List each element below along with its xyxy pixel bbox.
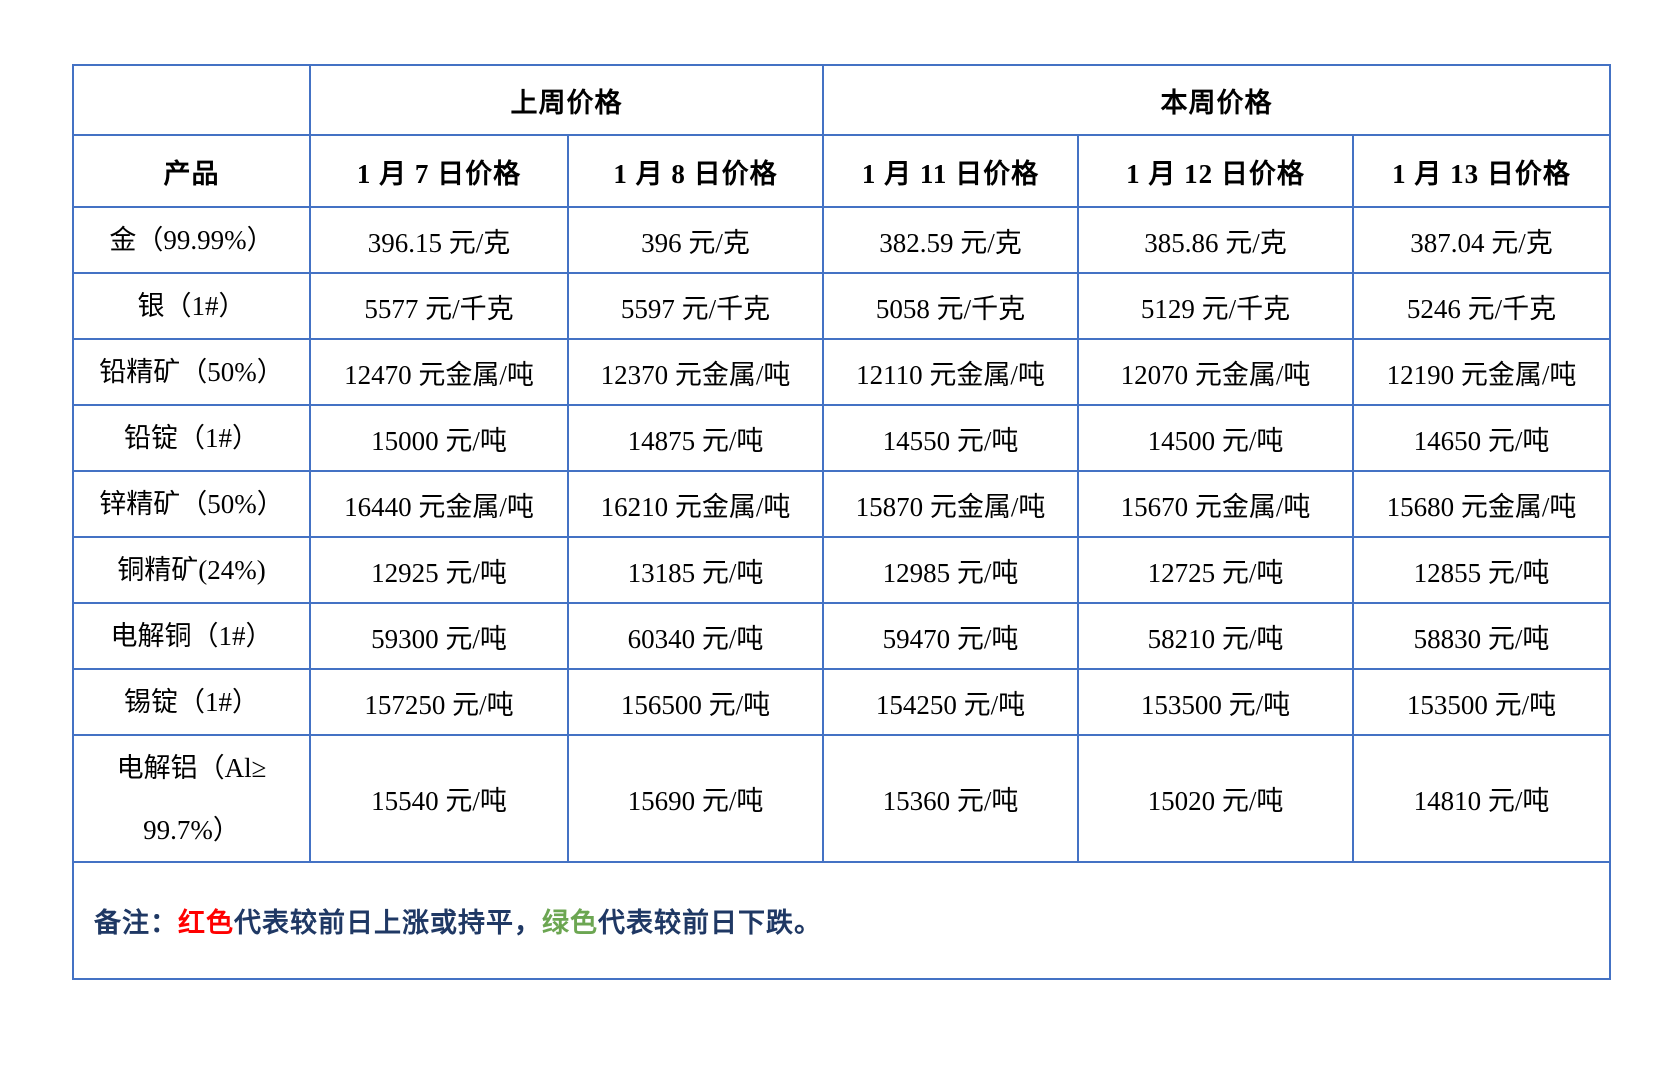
product-cell: 电解铝（Al≥ 99.7%） <box>72 734 311 863</box>
price-cell: 14650 元/吨 <box>1352 404 1611 472</box>
price-cell: 15540 元/吨 <box>309 734 569 863</box>
date-header-jan12: 1 月 12 日价格 <box>1077 134 1354 208</box>
price-cell: 5246 元/千克 <box>1352 272 1611 340</box>
price-cell: 157250 元/吨 <box>309 668 569 736</box>
price-cell: 14810 元/吨 <box>1352 734 1611 863</box>
price-cell: 153500 元/吨 <box>1077 668 1354 736</box>
price-cell: 15690 元/吨 <box>567 734 824 863</box>
corner-cell <box>72 64 311 136</box>
product-cell: 铜精矿(24%) <box>72 536 311 604</box>
product-cell: 金（99.99%） <box>72 206 311 274</box>
price-cell: 58830 元/吨 <box>1352 602 1611 670</box>
note-label: 备注： <box>94 908 178 938</box>
price-cell: 12855 元/吨 <box>1352 536 1611 604</box>
product-cell: 电解铜（1#） <box>72 602 311 670</box>
price-cell: 5577 元/千克 <box>309 272 569 340</box>
price-cell: 14875 元/吨 <box>567 404 824 472</box>
table-row-zinc-concentrate: 锌精矿（50%） 16440 元金属/吨 16210 元金属/吨 15870 元… <box>72 470 1611 538</box>
price-cell: 15020 元/吨 <box>1077 734 1354 863</box>
price-cell: 153500 元/吨 <box>1352 668 1611 736</box>
price-cell: 15000 元/吨 <box>309 404 569 472</box>
price-cell: 12470 元金属/吨 <box>309 338 569 406</box>
price-cell: 15870 元金属/吨 <box>822 470 1079 538</box>
price-cell: 16440 元金属/吨 <box>309 470 569 538</box>
note-row: 备注：红色代表较前日上涨或持平，绿色代表较前日下跌。 <box>72 861 1611 980</box>
date-header-jan8: 1 月 8 日价格 <box>567 134 824 208</box>
date-header-row: 产品 1 月 7 日价格 1 月 8 日价格 1 月 11 日价格 1 月 12… <box>72 134 1611 208</box>
week-header-row: 上周价格 本周价格 <box>72 64 1611 136</box>
price-cell: 13185 元/吨 <box>567 536 824 604</box>
price-cell: 60340 元/吨 <box>567 602 824 670</box>
price-cell: 58210 元/吨 <box>1077 602 1354 670</box>
table-row-gold: 金（99.99%） 396.15 元/克 396 元/克 382.59 元/克 … <box>72 206 1611 274</box>
product-cell: 锌精矿（50%） <box>72 470 311 538</box>
table-row-silver: 银（1#） 5577 元/千克 5597 元/千克 5058 元/千克 5129… <box>72 272 1611 340</box>
price-cell: 154250 元/吨 <box>822 668 1079 736</box>
price-cell: 16210 元金属/吨 <box>567 470 824 538</box>
product-cell: 铅锭（1#） <box>72 404 311 472</box>
table-row-copper-concentrate: 铜精矿(24%) 12925 元/吨 13185 元/吨 12985 元/吨 1… <box>72 536 1611 604</box>
last-week-header: 上周价格 <box>309 64 824 136</box>
price-cell: 5058 元/千克 <box>822 272 1079 340</box>
price-cell: 5129 元/千克 <box>1077 272 1354 340</box>
note-green-meaning: 代表较前日下跌。 <box>598 908 822 938</box>
price-report-sheet: 上周价格 本周价格 产品 1 月 7 日价格 1 月 8 日价格 1 月 11 … <box>72 64 1611 980</box>
price-table: 上周价格 本周价格 产品 1 月 7 日价格 1 月 8 日价格 1 月 11 … <box>72 64 1611 980</box>
price-cell: 156500 元/吨 <box>567 668 824 736</box>
product-header: 产品 <box>72 134 311 208</box>
price-cell: 12070 元金属/吨 <box>1077 338 1354 406</box>
price-cell: 12925 元/吨 <box>309 536 569 604</box>
table-row-tin-ingot: 锡锭（1#） 157250 元/吨 156500 元/吨 154250 元/吨 … <box>72 668 1611 736</box>
price-cell: 12985 元/吨 <box>822 536 1079 604</box>
date-header-jan7: 1 月 7 日价格 <box>309 134 569 208</box>
table-row-lead-concentrate: 铅精矿（50%） 12470 元金属/吨 12370 元金属/吨 12110 元… <box>72 338 1611 406</box>
price-cell: 15360 元/吨 <box>822 734 1079 863</box>
product-cell: 铅精矿（50%） <box>72 338 311 406</box>
price-cell: 15680 元金属/吨 <box>1352 470 1611 538</box>
table-row-lead-ingot: 铅锭（1#） 15000 元/吨 14875 元/吨 14550 元/吨 145… <box>72 404 1611 472</box>
table-row-electrolytic-copper: 电解铜（1#） 59300 元/吨 60340 元/吨 59470 元/吨 58… <box>72 602 1611 670</box>
date-header-jan11: 1 月 11 日价格 <box>822 134 1079 208</box>
price-cell: 15670 元金属/吨 <box>1077 470 1354 538</box>
price-cell: 12190 元金属/吨 <box>1352 338 1611 406</box>
price-cell: 12725 元/吨 <box>1077 536 1354 604</box>
price-cell: 5597 元/千克 <box>567 272 824 340</box>
price-cell: 59300 元/吨 <box>309 602 569 670</box>
price-cell: 12370 元金属/吨 <box>567 338 824 406</box>
note-green-term: 绿色 <box>542 908 598 938</box>
price-cell: 14550 元/吨 <box>822 404 1079 472</box>
price-cell: 387.04 元/克 <box>1352 206 1611 274</box>
product-cell: 银（1#） <box>72 272 311 340</box>
note-red-meaning: 代表较前日上涨或持平， <box>234 908 542 938</box>
this-week-header: 本周价格 <box>822 64 1611 136</box>
price-cell: 396.15 元/克 <box>309 206 569 274</box>
product-cell: 锡锭（1#） <box>72 668 311 736</box>
date-header-jan13: 1 月 13 日价格 <box>1352 134 1611 208</box>
price-cell: 59470 元/吨 <box>822 602 1079 670</box>
price-cell: 382.59 元/克 <box>822 206 1079 274</box>
price-cell: 12110 元金属/吨 <box>822 338 1079 406</box>
price-cell: 385.86 元/克 <box>1077 206 1354 274</box>
price-cell: 14500 元/吨 <box>1077 404 1354 472</box>
note-red-term: 红色 <box>178 908 234 938</box>
table-row-electrolytic-aluminum: 电解铝（Al≥ 99.7%） 15540 元/吨 15690 元/吨 15360… <box>72 734 1611 863</box>
price-cell: 396 元/克 <box>567 206 824 274</box>
note-cell: 备注：红色代表较前日上涨或持平，绿色代表较前日下跌。 <box>72 861 1611 980</box>
